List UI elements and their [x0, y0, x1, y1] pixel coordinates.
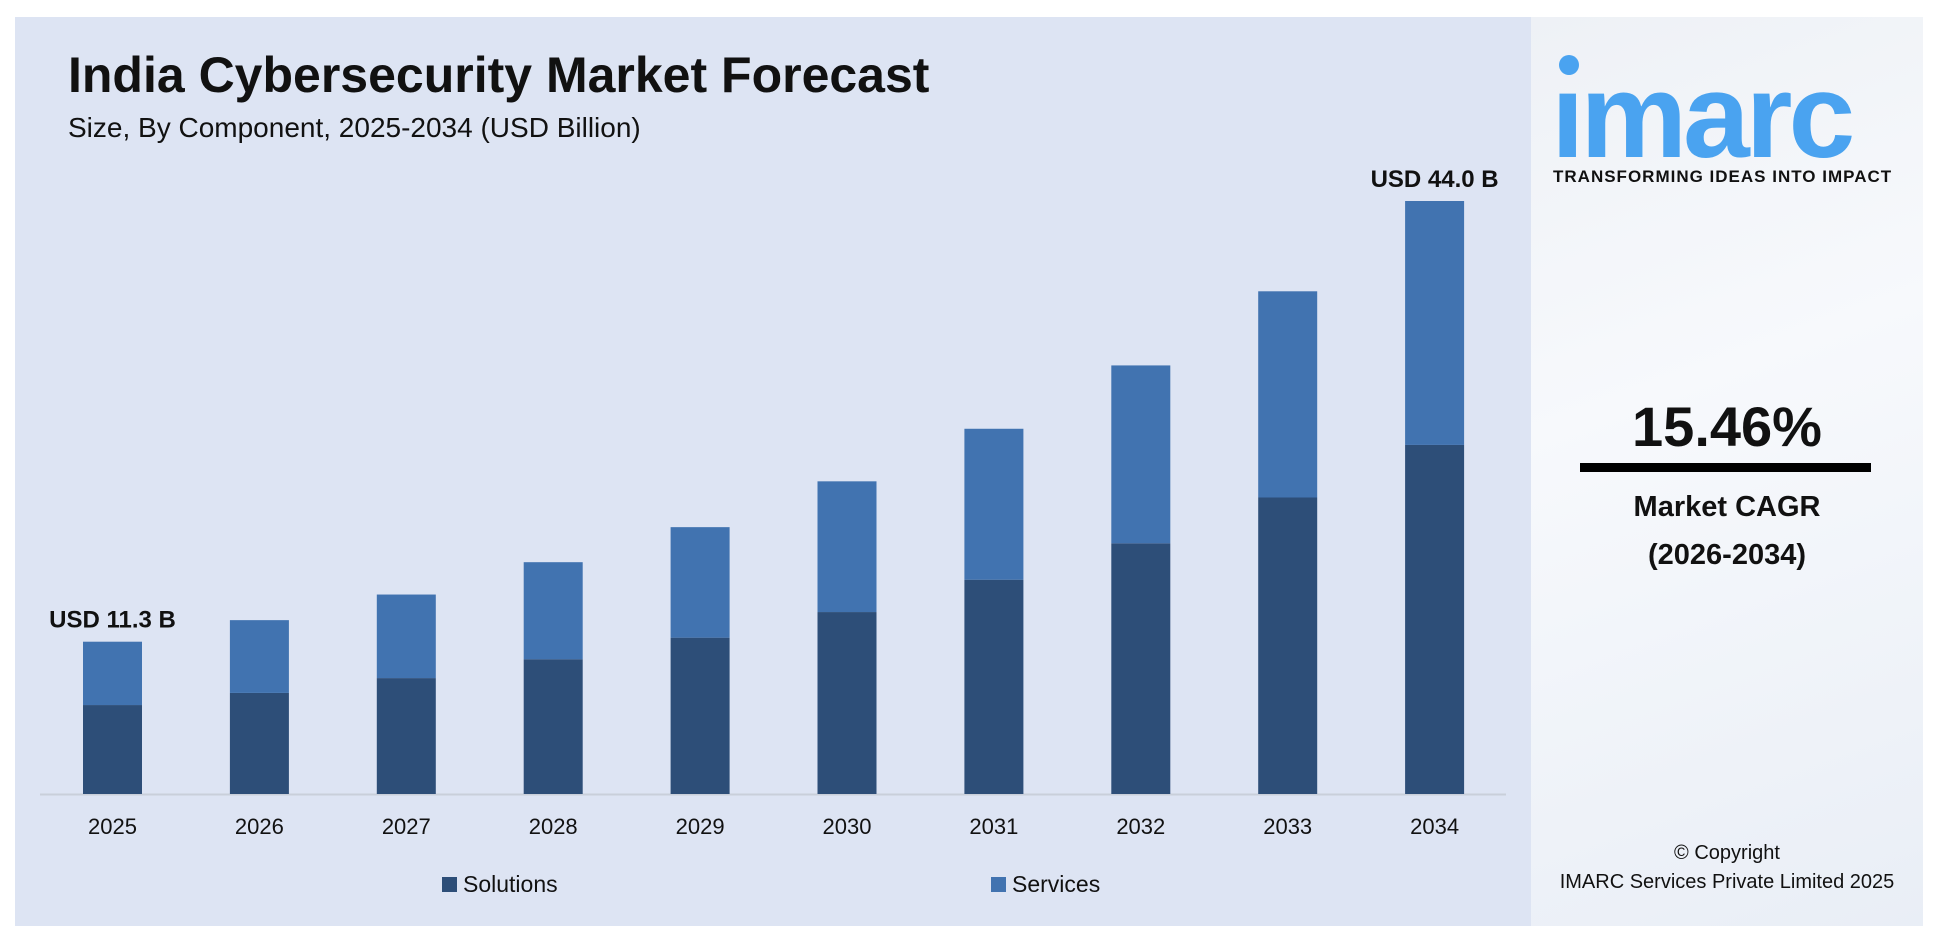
cagr-period: (2026-2034): [1648, 539, 1806, 571]
x-tick-label: 2031: [969, 814, 1018, 839]
x-tick-label: 2034: [1410, 814, 1459, 839]
svg-text:ımarc: ımarc: [1551, 49, 1852, 165]
bar-solutions-2030: [817, 612, 877, 794]
bar-services-2032: [1111, 365, 1171, 544]
x-tick-label: 2032: [1116, 814, 1165, 839]
data-label-2025: USD 11.3 B: [49, 607, 176, 634]
bar-services-2034: [1405, 201, 1465, 445]
legend-swatch-services: [991, 877, 1006, 892]
legend-solutions: Solutions: [442, 871, 558, 898]
cagr-value: 15.46%: [1632, 395, 1822, 458]
bar-solutions-2028: [523, 659, 583, 794]
x-tick-label: 2029: [676, 814, 725, 839]
bar-services-2026: [229, 620, 289, 693]
bar-services-2029: [670, 527, 730, 638]
x-tick-label: 2028: [529, 814, 578, 839]
bar-services-2028: [523, 562, 583, 660]
bar-solutions-2033: [1258, 497, 1318, 794]
copyright-line1: © Copyright: [1674, 842, 1780, 864]
chart-subtitle: Size, By Component, 2025-2034 (USD Billi…: [68, 112, 641, 143]
x-tick-label: 2025: [88, 814, 137, 839]
bar-solutions-2026: [229, 692, 289, 794]
legend-swatch-solutions: [442, 877, 457, 892]
x-tick-label: 2033: [1263, 814, 1312, 839]
bar-services-2027: [376, 594, 436, 679]
legend-services: Services: [991, 871, 1100, 898]
x-tick-label: 2030: [823, 814, 872, 839]
bar-services-2031: [964, 428, 1024, 580]
bar-services-2030: [817, 481, 877, 613]
logo-tagline: TRANSFORMING IDEAS INTO IMPACT: [1553, 167, 1893, 186]
copyright-line2: IMARC Services Private Limited 2025: [1559, 871, 1895, 893]
legend-label-solutions: Solutions: [463, 871, 558, 897]
bar-solutions-2029: [670, 637, 730, 794]
imarc-logo: ımarc: [1551, 49, 1856, 165]
bar-solutions-2032: [1111, 543, 1171, 794]
data-label-2034: USD 44.0 B: [1371, 166, 1499, 193]
cagr-divider: [1580, 463, 1871, 472]
bar-solutions-2025: [83, 705, 142, 794]
stacked-bar-chart: 2025 USD 11.3 B 2026 2027 2028 2029 2030 2031 20…: [40, 166, 1506, 839]
x-tick-label: 2027: [382, 814, 431, 839]
bar-solutions-2031: [964, 579, 1024, 794]
x-tick-label: 2026: [235, 814, 284, 839]
legend-label-services: Services: [1012, 871, 1101, 897]
chart-title: India Cybersecurity Market Forecast: [68, 47, 930, 103]
bar-solutions-2034: [1405, 444, 1465, 794]
bar-services-2033: [1258, 291, 1318, 498]
bar-services-2025: [83, 641, 142, 706]
cagr-label: Market CAGR: [1633, 491, 1821, 523]
side-panel: ımarc TRANSFORMING IDEAS INTO IMPACT 15.…: [1531, 17, 1923, 926]
bar-solutions-2027: [376, 678, 436, 794]
